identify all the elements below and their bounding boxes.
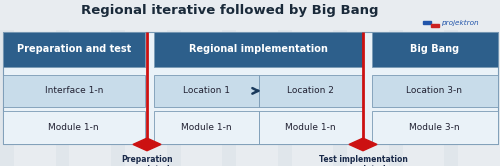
FancyBboxPatch shape bbox=[372, 111, 498, 144]
Text: Test implementation
completed: Test implementation completed bbox=[318, 155, 408, 166]
Text: Regional iterative followed by Big Bang: Regional iterative followed by Big Bang bbox=[81, 4, 379, 17]
Polygon shape bbox=[133, 138, 161, 151]
Polygon shape bbox=[349, 138, 377, 151]
Bar bbox=[222, 30, 236, 166]
FancyBboxPatch shape bbox=[258, 111, 363, 144]
FancyBboxPatch shape bbox=[154, 75, 258, 107]
Bar bbox=[334, 30, 347, 166]
FancyBboxPatch shape bbox=[2, 32, 498, 144]
Text: Location 2: Location 2 bbox=[288, 86, 334, 95]
FancyBboxPatch shape bbox=[2, 32, 145, 67]
Text: Regional implementation: Regional implementation bbox=[189, 44, 328, 54]
Text: Location 1: Location 1 bbox=[183, 86, 230, 95]
Bar bbox=[0, 30, 14, 166]
Bar bbox=[422, 21, 430, 24]
Text: Module 1-n: Module 1-n bbox=[286, 123, 336, 132]
Bar bbox=[431, 24, 439, 27]
Text: Location 3-n: Location 3-n bbox=[406, 86, 463, 95]
FancyBboxPatch shape bbox=[258, 75, 363, 107]
Bar bbox=[56, 30, 70, 166]
FancyBboxPatch shape bbox=[154, 111, 258, 144]
FancyBboxPatch shape bbox=[372, 75, 498, 107]
Text: Module 3-n: Module 3-n bbox=[409, 123, 460, 132]
Text: Preparation
completed: Preparation completed bbox=[121, 155, 173, 166]
Text: Module 1-n: Module 1-n bbox=[48, 123, 99, 132]
FancyBboxPatch shape bbox=[2, 111, 145, 144]
Text: Big Bang: Big Bang bbox=[410, 44, 459, 54]
FancyBboxPatch shape bbox=[2, 75, 145, 107]
Text: Preparation and test: Preparation and test bbox=[16, 44, 131, 54]
Text: Interface 1-n: Interface 1-n bbox=[44, 86, 103, 95]
FancyBboxPatch shape bbox=[372, 32, 498, 67]
Bar bbox=[389, 30, 403, 166]
FancyBboxPatch shape bbox=[154, 32, 363, 67]
Text: Module 1-n: Module 1-n bbox=[181, 123, 232, 132]
Bar bbox=[111, 30, 125, 166]
Bar bbox=[444, 30, 458, 166]
Bar bbox=[166, 30, 180, 166]
Text: projektron: projektron bbox=[441, 20, 478, 26]
Bar bbox=[278, 30, 291, 166]
